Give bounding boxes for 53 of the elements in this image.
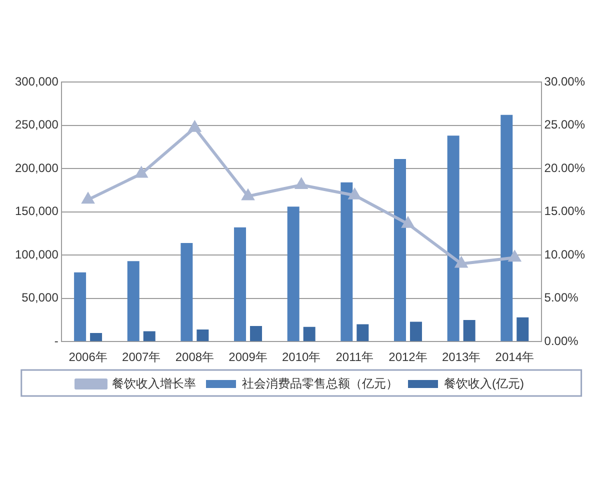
x-tick-label: 2012年 — [388, 350, 428, 364]
x-tick-label: 2014年 — [495, 350, 534, 364]
y2-tick-label: 0.00% — [544, 334, 579, 348]
bar — [447, 136, 460, 342]
bar — [303, 326, 316, 342]
y2-tick-label: 25.00% — [544, 118, 586, 132]
point — [242, 190, 254, 200]
bar — [410, 322, 422, 342]
bar — [180, 242, 193, 342]
bar — [250, 326, 262, 342]
y2-tick-label: 20.00% — [544, 160, 586, 175]
legend-label: 餐饮收入(亿元) — [444, 376, 524, 390]
y-tick-label: 250,000 — [14, 118, 59, 132]
point — [136, 167, 148, 178]
x-tick-label: 2007年 — [122, 350, 161, 364]
point — [455, 257, 468, 268]
bar — [500, 114, 513, 342]
x-tick-label: 2011年 — [336, 350, 374, 364]
y-tick-label: 50,000 — [22, 290, 59, 305]
y-tick-label: 100,000 — [14, 247, 59, 262]
x-tick-label: 2006年 — [68, 350, 108, 364]
bar — [516, 317, 529, 342]
bar — [127, 261, 140, 342]
point — [82, 193, 94, 204]
y2-tick-label: 30.00% — [544, 74, 586, 88]
y-tick-label: 200,000 — [14, 160, 59, 175]
y2-tick-label: 15.00% — [544, 204, 586, 218]
legend-label: 社会消费品零售总额（亿元） — [242, 376, 398, 390]
bar — [143, 331, 156, 342]
x-tick-label: 2008年 — [175, 350, 214, 364]
bar — [234, 227, 246, 342]
x-tick-label: 2013年 — [442, 350, 481, 364]
bar — [196, 329, 209, 342]
y-tick-label: 150,000 — [14, 204, 59, 218]
x-tick-label: 2009年 — [228, 350, 268, 364]
x-tick-label: 2010年 — [282, 350, 321, 364]
y2-tick-label: 10.00% — [544, 247, 586, 262]
point — [188, 121, 201, 132]
y-tick-label: 300,000 — [14, 74, 59, 88]
point — [296, 178, 308, 189]
legend-label: 餐饮收入增长率 — [112, 376, 196, 390]
bar — [394, 159, 406, 342]
bar — [340, 182, 353, 342]
point — [508, 251, 520, 262]
y-tick-label: - — [54, 334, 58, 348]
point — [348, 188, 360, 200]
bar — [90, 332, 102, 342]
bar — [287, 206, 300, 342]
point — [402, 217, 414, 228]
bar — [463, 320, 476, 342]
y2-tick-label: 5.00% — [544, 290, 579, 305]
bar — [74, 272, 86, 342]
bar — [356, 324, 369, 342]
